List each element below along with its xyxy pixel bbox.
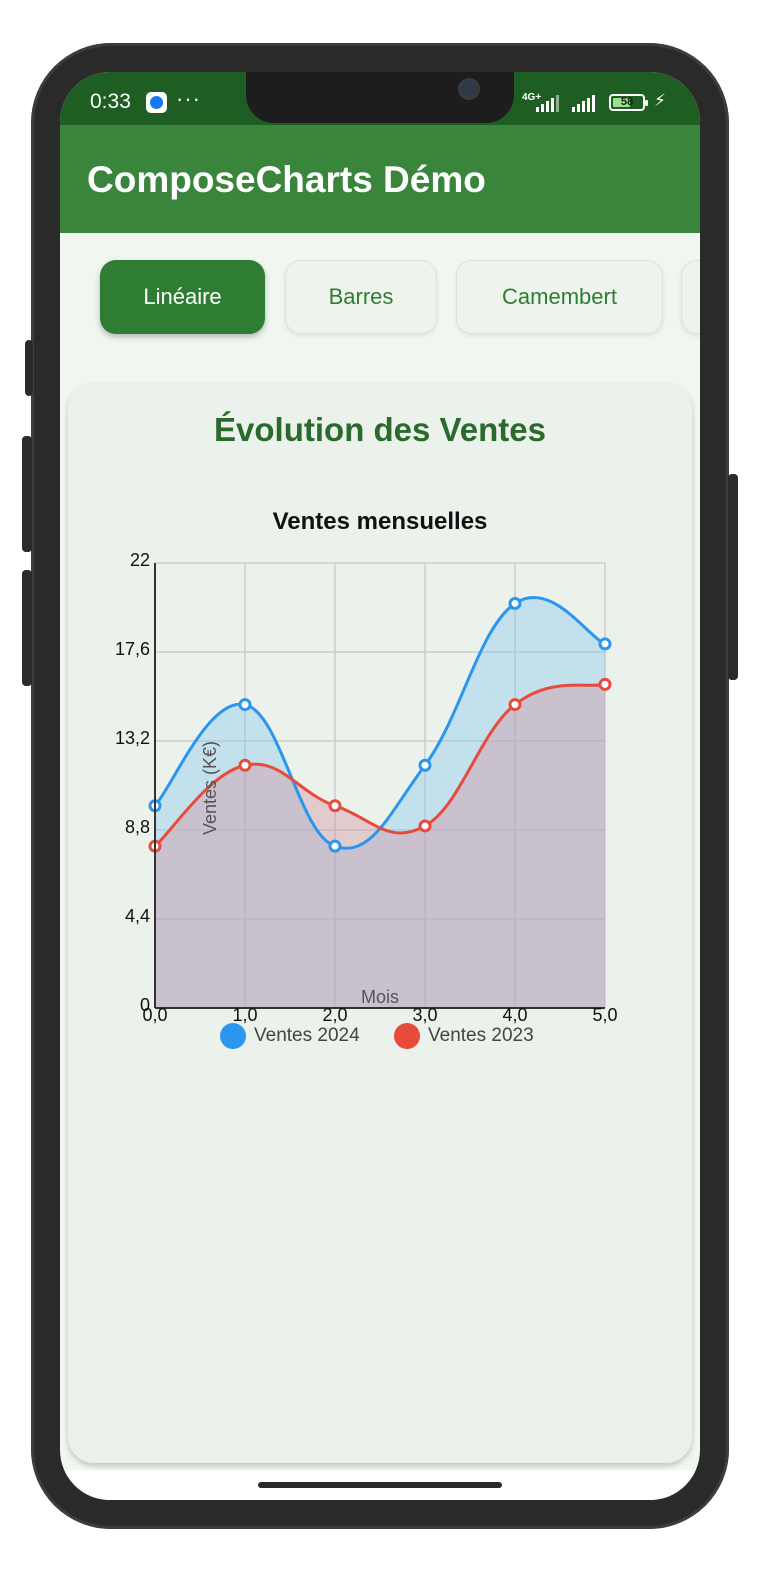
y-tick-label: 8,8 xyxy=(125,817,150,837)
volume-down-button xyxy=(22,570,32,686)
signal-icon-2 xyxy=(572,94,595,112)
y-axis-label: Ventes (K€) xyxy=(200,741,220,835)
chart-title: Ventes mensuelles xyxy=(273,508,488,535)
data-point[interactable] xyxy=(598,637,612,651)
data-point[interactable] xyxy=(508,596,522,610)
data-point[interactable] xyxy=(238,758,252,772)
more-notifications-icon: ··· xyxy=(176,86,201,111)
x-tick-label: 0,0 xyxy=(142,1005,167,1025)
x-tick-label: 3,0 xyxy=(412,1005,437,1025)
tab-barres[interactable]: Barres xyxy=(285,260,437,334)
area-fill-series-1 xyxy=(155,597,605,1008)
tab-label: Camembert xyxy=(502,284,617,309)
x-tick-label: 4,0 xyxy=(502,1005,527,1025)
line-series-2 xyxy=(153,682,606,848)
chart-type-tabs: Linéaire Barres Camembert xyxy=(60,260,700,336)
y-tick-label: 13,2 xyxy=(115,728,150,748)
legend-swatch xyxy=(220,1023,246,1049)
legend-label: Ventes 2023 xyxy=(428,1025,534,1046)
card-title: Évolution des Ventes xyxy=(214,411,546,448)
chart-areas xyxy=(155,597,605,1008)
tab-label: Barres xyxy=(328,284,394,309)
legend-swatch xyxy=(394,1023,420,1049)
app-title: ComposeCharts Démo xyxy=(87,159,486,200)
messenger-icon xyxy=(146,92,167,113)
data-point[interactable] xyxy=(598,677,612,691)
status-time: 0:33 xyxy=(90,90,131,113)
y-tick-label: 0 xyxy=(140,995,150,1015)
battery-icon: 58 xyxy=(609,94,648,111)
camera-notch xyxy=(246,72,514,123)
data-point[interactable] xyxy=(238,698,252,712)
data-point[interactable] xyxy=(328,839,342,853)
y-tick-label: 17,6 xyxy=(115,639,150,659)
home-indicator[interactable] xyxy=(258,1482,502,1488)
chart-points xyxy=(148,596,612,853)
front-camera xyxy=(460,80,478,98)
battery-level: 58 xyxy=(620,96,634,108)
tab-label: Linéaire xyxy=(143,284,222,309)
chart-axes xyxy=(154,563,605,1009)
data-point[interactable] xyxy=(328,799,342,813)
legend-item-2[interactable]: Ventes 2023 xyxy=(394,1023,534,1049)
y-tick-label: 4,4 xyxy=(125,906,150,926)
charging-icon: ⚡ xyxy=(654,91,666,110)
y-tick-label: 22 xyxy=(130,550,150,570)
data-point[interactable] xyxy=(418,758,432,772)
power-button xyxy=(728,474,738,680)
x-tick-label: 5,0 xyxy=(592,1005,617,1025)
side-button xyxy=(25,340,33,396)
chart-tick-labels: 0,0 1,0 2,0 3,0 4,0 5,0 0 4,4 8,8 13,2 17,6 22 xyxy=(115,550,618,1025)
x-axis-label: Mois xyxy=(361,987,399,1007)
x-tick-label: 2,0 xyxy=(322,1005,347,1025)
tab-lineaire[interactable]: Linéaire xyxy=(100,260,265,334)
volume-up-button xyxy=(22,436,32,552)
data-point[interactable] xyxy=(418,819,432,833)
signal-icon xyxy=(536,94,559,112)
chart-legend: Ventes 2024 Ventes 2023 xyxy=(0,1023,765,1053)
tab-camembert[interactable]: Camembert xyxy=(456,260,663,334)
legend-label: Ventes 2024 xyxy=(254,1025,360,1046)
legend-item-1[interactable]: Ventes 2024 xyxy=(220,1023,360,1049)
network-type: 4G+ xyxy=(522,92,542,103)
data-point[interactable] xyxy=(508,698,522,712)
app-bar: ComposeCharts Démo xyxy=(60,125,700,233)
area-fill-series-2 xyxy=(155,684,605,1008)
x-tick-label: 1,0 xyxy=(232,1005,257,1025)
